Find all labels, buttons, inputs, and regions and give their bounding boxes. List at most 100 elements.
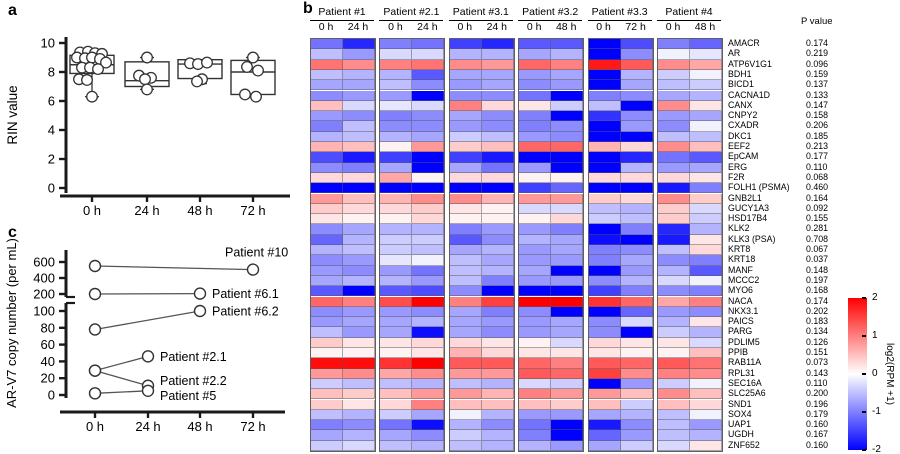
heatmap-cell bbox=[620, 317, 653, 328]
gene-label: PPIB bbox=[728, 347, 749, 357]
heatmap-cell bbox=[690, 90, 722, 101]
a-ytick: 10 bbox=[41, 36, 55, 51]
heatmap-cell bbox=[658, 327, 690, 338]
heatmap-cell bbox=[449, 80, 482, 91]
heatmap-cell bbox=[690, 49, 722, 60]
data-point bbox=[141, 350, 155, 363]
heatmap-cell bbox=[481, 214, 514, 225]
gene-label: KLK3 (PSA) bbox=[728, 233, 776, 244]
heatmap-cell bbox=[380, 142, 413, 153]
heatmap-cell bbox=[551, 121, 584, 132]
heatmap-cell bbox=[311, 327, 343, 338]
heatmap-cell bbox=[449, 337, 482, 348]
heatmap-cell bbox=[449, 306, 482, 318]
heatmap-cell bbox=[412, 337, 445, 348]
heatmap-cell bbox=[343, 399, 375, 410]
heatmap-cell bbox=[519, 90, 552, 101]
heatmap-cell bbox=[588, 317, 621, 328]
colorbar-tick-label: -2 bbox=[872, 444, 881, 454]
gene-label: EEF2 bbox=[728, 141, 751, 151]
heatmap-cell bbox=[311, 234, 343, 245]
heatmap-cell bbox=[311, 420, 343, 431]
heatmap-cell bbox=[588, 131, 621, 142]
heatmap-cell bbox=[343, 100, 375, 112]
gene-label: AMACR bbox=[728, 38, 760, 48]
heatmap-cell bbox=[412, 255, 445, 266]
heatmap-cell bbox=[481, 368, 514, 379]
heatmap-cell bbox=[481, 440, 514, 451]
box bbox=[230, 59, 276, 96]
heatmap-cell bbox=[551, 399, 584, 410]
heatmap-cell bbox=[551, 348, 584, 359]
heatmap-cell bbox=[481, 121, 514, 132]
heatmap-cell bbox=[412, 59, 445, 70]
heatmap-cell bbox=[343, 327, 375, 338]
heatmap-cell bbox=[311, 49, 343, 60]
heatmap-cell bbox=[588, 59, 621, 70]
heatmap-cell bbox=[690, 69, 722, 81]
data-point bbox=[92, 63, 104, 76]
heatmap-cell bbox=[588, 296, 621, 307]
heatmap-cell bbox=[380, 214, 413, 225]
p-value: 0.151 bbox=[806, 347, 829, 357]
heatmap-cell bbox=[620, 306, 653, 318]
heatmap-cell bbox=[690, 440, 722, 451]
heatmap-cell bbox=[588, 90, 621, 101]
series-label: Patient #10 bbox=[225, 246, 288, 260]
heatmap-cell bbox=[551, 234, 584, 245]
heatmap-cell bbox=[343, 142, 375, 153]
heatmap-block bbox=[518, 38, 585, 452]
heatmap-cell bbox=[658, 255, 690, 266]
heatmap-cell bbox=[658, 90, 690, 101]
patient-underline bbox=[379, 19, 444, 21]
gene-label: ATP6V1G1 bbox=[728, 58, 772, 69]
heatmap-block bbox=[310, 38, 376, 452]
heatmap-cell bbox=[449, 296, 482, 307]
heatmap-cell bbox=[519, 409, 552, 421]
gene-label: SOX4 bbox=[728, 408, 752, 419]
heatmap-cell bbox=[658, 100, 690, 112]
heatmap-cell bbox=[412, 162, 445, 173]
heatmap-cell bbox=[412, 172, 445, 184]
heatmap-cell bbox=[412, 152, 445, 163]
heatmap-cell bbox=[449, 131, 482, 142]
heatmap-cell bbox=[412, 389, 445, 400]
heatmap-cell bbox=[588, 430, 621, 441]
colorbar-tick-label: 1 bbox=[872, 330, 878, 341]
colorbar-tick-label: 0 bbox=[872, 368, 878, 379]
heatmap-cell bbox=[481, 337, 514, 348]
heatmap-cell bbox=[620, 49, 653, 60]
gene-label: GUCY1A3 bbox=[728, 202, 770, 213]
patient-header: Patient #4 bbox=[665, 6, 713, 18]
heatmap-cell bbox=[412, 111, 445, 122]
heatmap-cell bbox=[620, 121, 653, 132]
heatmap-cell bbox=[449, 275, 482, 287]
colorbar-tick bbox=[862, 297, 866, 299]
heatmap-cell bbox=[519, 306, 552, 318]
heatmap-cell bbox=[481, 172, 514, 184]
data-point bbox=[250, 90, 262, 103]
heatmap-cell bbox=[481, 203, 514, 215]
series-label: Patient #6.2 bbox=[212, 305, 279, 319]
heatmap-cell bbox=[658, 430, 690, 441]
heatmap-block bbox=[379, 38, 446, 452]
panel-a-label: a bbox=[8, 2, 17, 19]
heatmap-cell bbox=[343, 265, 375, 276]
heatmap-cell bbox=[588, 111, 621, 122]
heatmap-cell bbox=[380, 409, 413, 421]
heatmap-cell bbox=[658, 152, 690, 163]
heatmap-cell bbox=[620, 389, 653, 400]
heatmap-cell bbox=[658, 59, 690, 70]
a-ytick: 0 bbox=[48, 181, 55, 196]
heatmap-cell bbox=[449, 389, 482, 400]
heatmap-cell bbox=[519, 317, 552, 328]
heatmap-cell bbox=[620, 203, 653, 215]
gene-label: PDLIM5 bbox=[728, 336, 760, 347]
heatmap-cell bbox=[690, 348, 722, 359]
c-xtick: 72 h bbox=[240, 419, 265, 434]
heatmap-cell bbox=[380, 183, 413, 194]
heatmap-cell bbox=[380, 172, 413, 184]
heatmap-cell bbox=[343, 348, 375, 359]
c-xtick: 24 h bbox=[135, 419, 160, 434]
p-value: 0.068 bbox=[806, 171, 829, 182]
